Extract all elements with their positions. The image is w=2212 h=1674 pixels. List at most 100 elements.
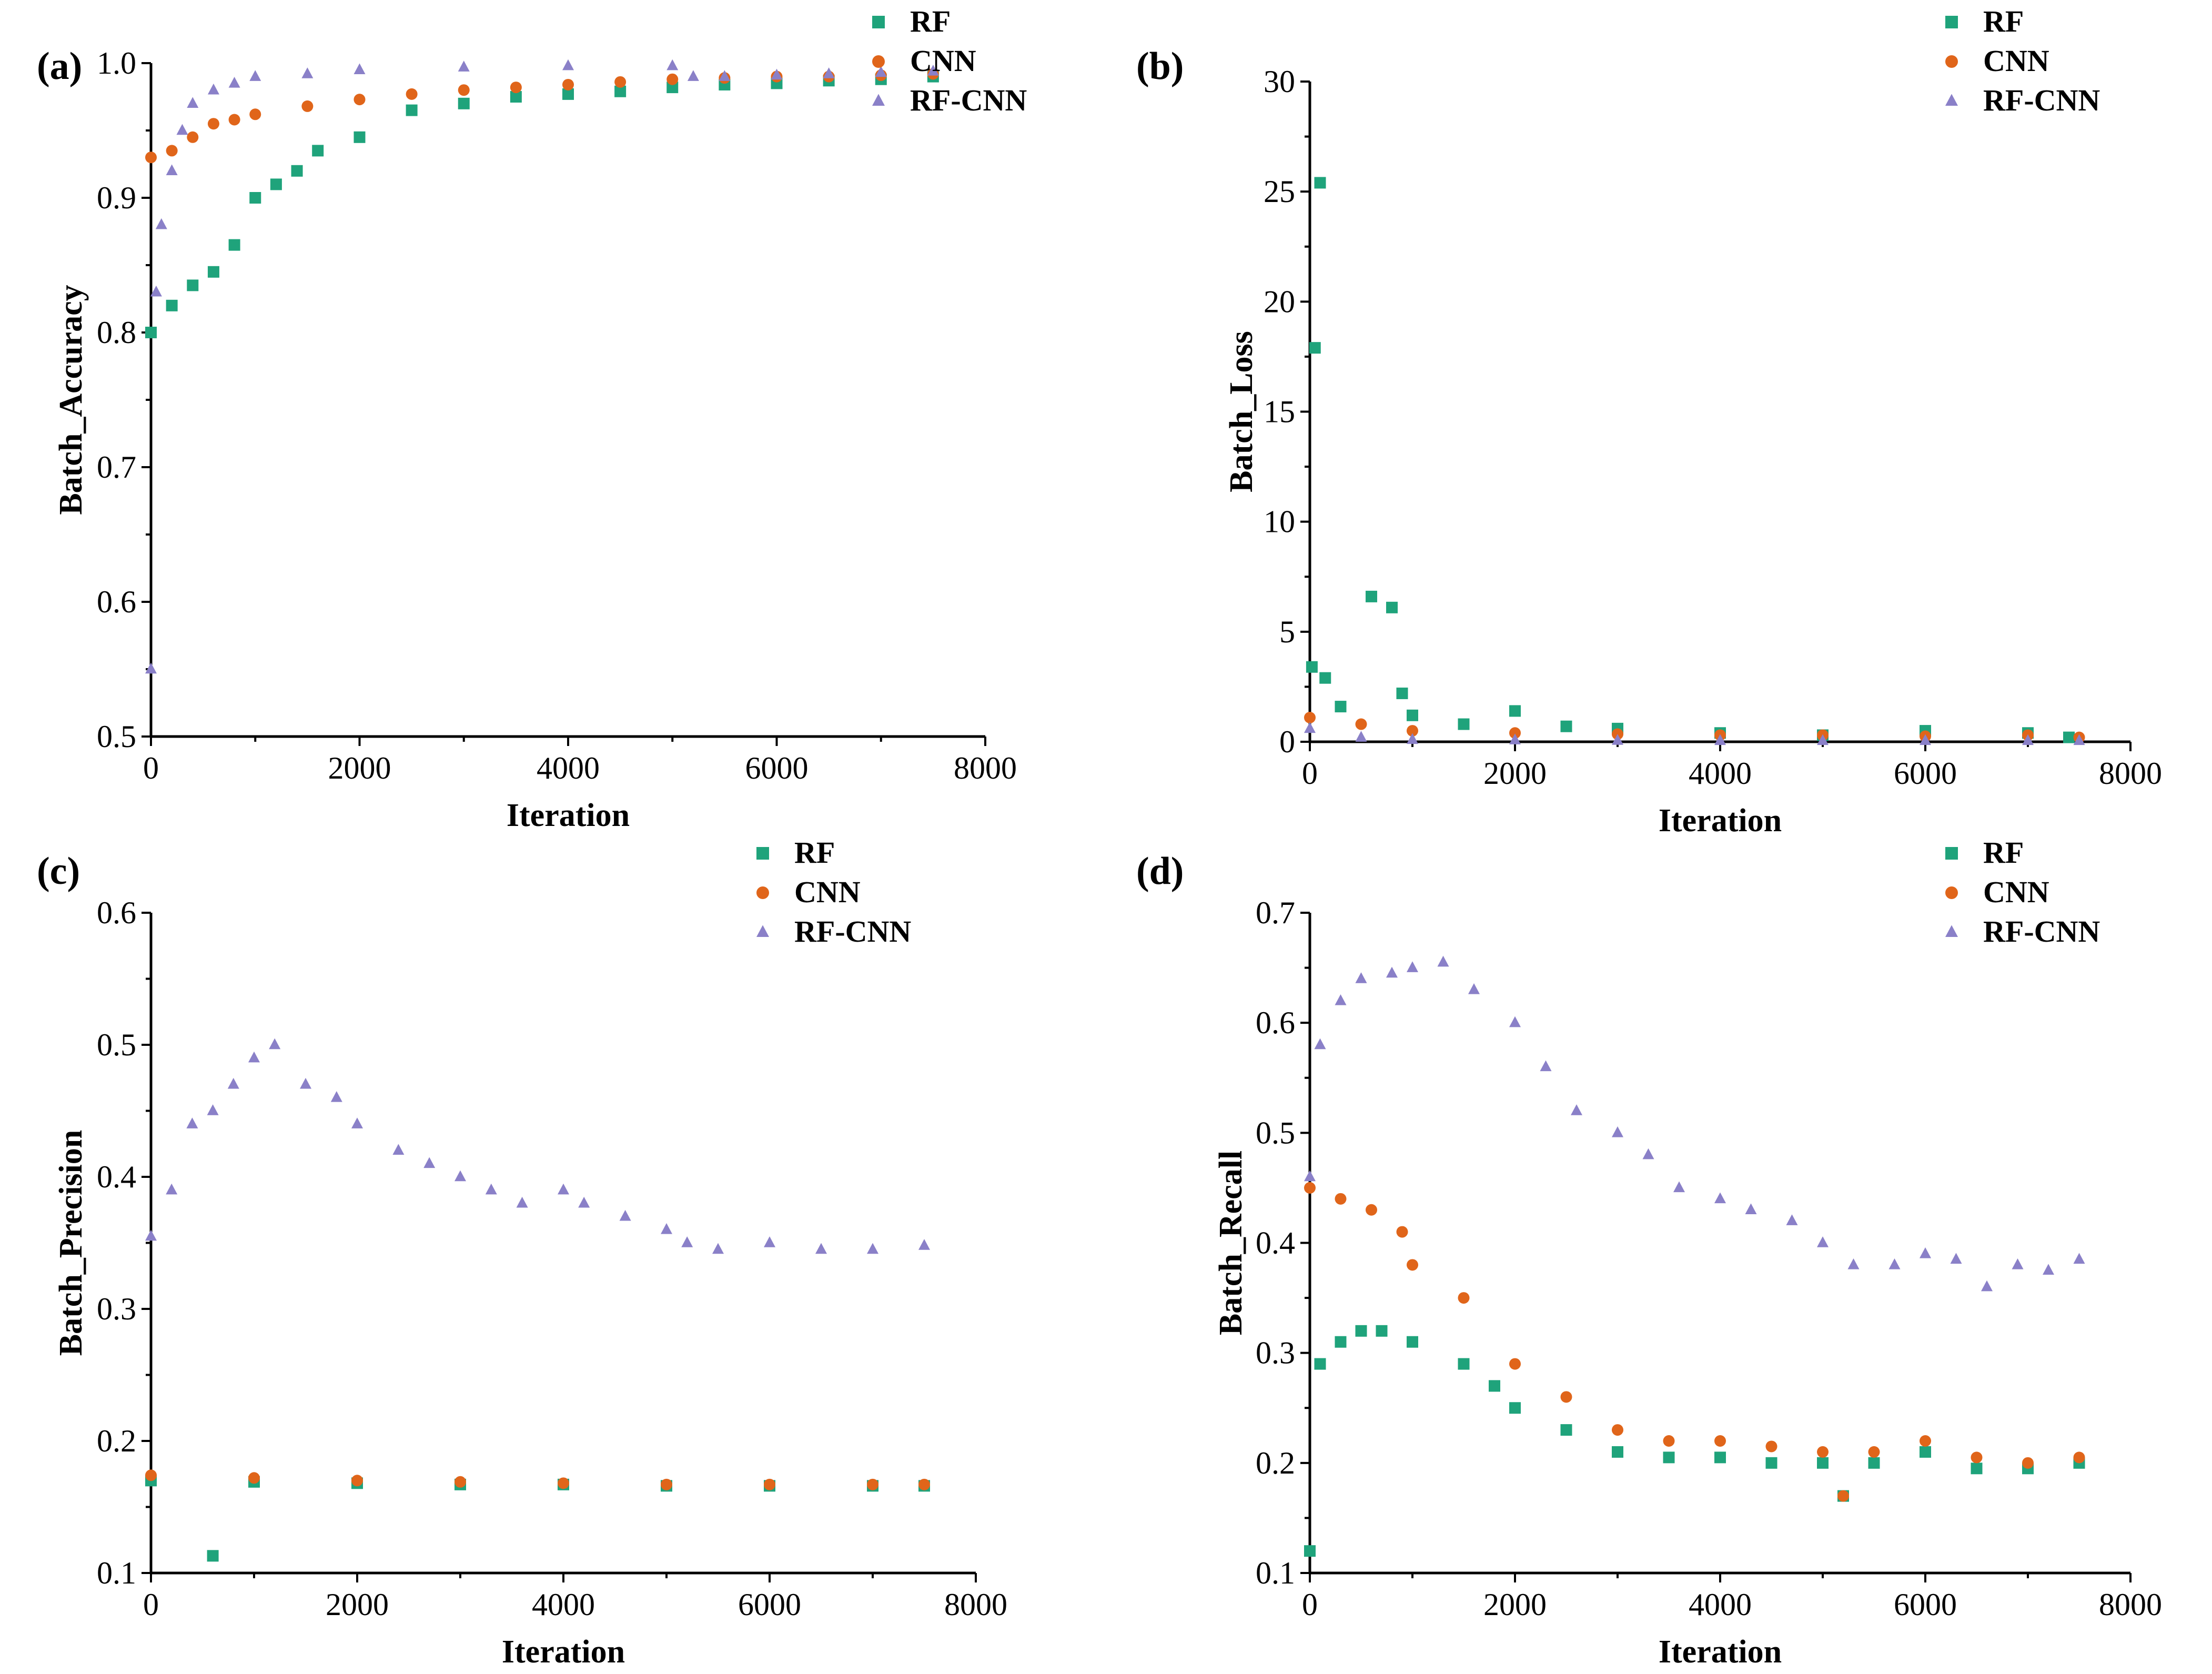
data-point	[867, 1478, 878, 1490]
y-tick-label: 25	[1264, 174, 1295, 209]
data-point	[227, 1077, 239, 1089]
series-cnn	[1304, 711, 2085, 743]
data-point	[458, 60, 470, 72]
data-point	[2073, 1451, 2085, 1464]
data-point	[1612, 1446, 1623, 1458]
data-point	[1309, 342, 1321, 354]
data-point	[207, 83, 219, 95]
data-point	[423, 1157, 436, 1168]
y-axis-title: Batch_Accuracy	[53, 285, 89, 515]
data-point	[1765, 1457, 1777, 1469]
data-point	[1868, 1446, 1880, 1458]
data-point	[228, 239, 240, 251]
data-point	[867, 1243, 878, 1254]
series-cnn	[1304, 1182, 2085, 1502]
data-point	[186, 1117, 198, 1128]
data-point	[1971, 1463, 1983, 1475]
series-rf-cnn	[145, 1038, 930, 1254]
data-point	[1314, 177, 1326, 189]
data-point	[764, 1478, 775, 1490]
data-point	[301, 100, 314, 112]
data-point	[712, 1243, 724, 1254]
x-tick-label: 6000	[738, 1587, 801, 1622]
y-tick-label: 0.8	[97, 315, 136, 350]
legend-marker	[1945, 847, 1958, 860]
data-point	[823, 67, 835, 78]
data-point	[300, 1077, 311, 1089]
data-point	[1386, 966, 1398, 978]
x-axis-title: Iteration	[1659, 1634, 1782, 1670]
legend-label: CNN	[1983, 44, 2049, 78]
data-point	[1920, 734, 1931, 745]
data-point	[1355, 718, 1367, 730]
data-point	[145, 152, 157, 164]
legend-marker	[756, 847, 769, 860]
data-point	[1468, 983, 1480, 994]
series-rf	[145, 70, 939, 338]
data-point	[248, 1472, 260, 1484]
data-point	[1407, 1336, 1418, 1348]
data-point	[1888, 1258, 1901, 1269]
data-point	[1407, 733, 1418, 744]
legend-label: CNN	[794, 875, 861, 909]
data-point	[485, 1183, 497, 1195]
data-point	[1560, 1391, 1572, 1403]
data-point	[1971, 1451, 1983, 1464]
data-point	[312, 145, 324, 157]
data-point	[1355, 972, 1367, 983]
x-tick-label: 4000	[532, 1587, 595, 1622]
data-point	[1981, 1280, 1993, 1292]
data-point	[1304, 1170, 1316, 1182]
x-tick-label: 8000	[944, 1587, 1007, 1622]
x-tick-label: 0	[1302, 1587, 1318, 1622]
series-rf	[145, 1475, 930, 1562]
data-point	[1868, 1457, 1880, 1469]
data-point	[145, 1229, 157, 1241]
legend-marker	[1945, 16, 1958, 28]
data-point	[1509, 705, 1521, 717]
data-point	[1335, 1193, 1347, 1205]
data-point	[719, 70, 731, 81]
data-point	[2012, 1258, 2024, 1269]
series-cnn	[145, 68, 939, 164]
data-point	[454, 1170, 466, 1182]
data-point	[269, 1038, 281, 1050]
y-tick-label: 0.7	[97, 450, 136, 485]
data-point	[1396, 1226, 1408, 1238]
x-tick-label: 0	[143, 751, 159, 785]
data-point	[1837, 1490, 1849, 1502]
data-point	[1366, 1204, 1377, 1216]
data-point	[1335, 701, 1347, 713]
x-axis-title: Iteration	[502, 1634, 625, 1670]
y-axis-title: Batch_Recall	[1213, 1151, 1249, 1335]
y-tick-label: 0.3	[1256, 1336, 1295, 1370]
y-tick-label: 0.6	[1256, 1005, 1295, 1040]
data-point	[918, 1239, 930, 1250]
data-point	[1306, 661, 1318, 673]
chart-panel-3: 0 2000 4000 6000 8000 0.1 0.2 0.3 0.4 0.5 0.6 Itera…	[37, 835, 1007, 1670]
data-point	[687, 70, 699, 81]
data-point	[1509, 1402, 1521, 1414]
y-axis-title: Batch_Precision	[53, 1130, 89, 1356]
data-point	[1920, 1247, 1931, 1258]
data-point	[166, 164, 178, 176]
legend-label: CNN	[1983, 875, 2049, 909]
legend-marker	[756, 886, 769, 899]
x-tick-label: 4000	[1689, 1587, 1752, 1622]
data-point	[1386, 601, 1398, 613]
legend-marker	[872, 94, 885, 106]
data-point	[661, 1223, 672, 1234]
y-tick-label: 0.6	[97, 584, 136, 619]
data-point	[614, 85, 627, 97]
data-point	[2073, 734, 2085, 745]
y-tick-label: 10	[1264, 505, 1295, 539]
legend-marker	[1945, 886, 1958, 899]
data-point	[1509, 1016, 1521, 1027]
data-point	[1366, 590, 1377, 602]
y-tick-label: 0.2	[1256, 1446, 1295, 1480]
data-point	[228, 114, 240, 126]
data-point	[166, 145, 178, 157]
panel-label: (d)	[1136, 850, 1184, 893]
chart-panel-1: 0 2000 4000 6000 8000 0.5 0.6 0.7 0.8 0.9 1.0 Itera…	[37, 4, 1027, 833]
data-point	[1920, 1446, 1931, 1458]
